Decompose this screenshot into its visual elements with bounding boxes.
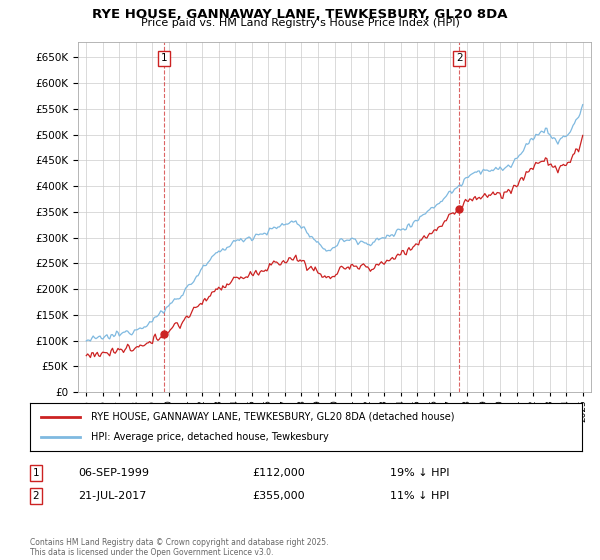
Text: £355,000: £355,000 — [252, 491, 305, 501]
Text: Price paid vs. HM Land Registry's House Price Index (HPI): Price paid vs. HM Land Registry's House … — [140, 18, 460, 29]
Text: £112,000: £112,000 — [252, 468, 305, 478]
Text: 1: 1 — [32, 468, 40, 478]
Text: 1: 1 — [160, 53, 167, 63]
Text: RYE HOUSE, GANNAWAY LANE, TEWKESBURY, GL20 8DA: RYE HOUSE, GANNAWAY LANE, TEWKESBURY, GL… — [92, 8, 508, 21]
Text: 19% ↓ HPI: 19% ↓ HPI — [390, 468, 449, 478]
Text: 06-SEP-1999: 06-SEP-1999 — [78, 468, 149, 478]
Text: 21-JUL-2017: 21-JUL-2017 — [78, 491, 146, 501]
Text: 2: 2 — [456, 53, 463, 63]
Text: 11% ↓ HPI: 11% ↓ HPI — [390, 491, 449, 501]
Text: HPI: Average price, detached house, Tewkesbury: HPI: Average price, detached house, Tewk… — [91, 432, 328, 442]
Text: RYE HOUSE, GANNAWAY LANE, TEWKESBURY, GL20 8DA (detached house): RYE HOUSE, GANNAWAY LANE, TEWKESBURY, GL… — [91, 412, 454, 422]
Text: 2: 2 — [32, 491, 40, 501]
Text: Contains HM Land Registry data © Crown copyright and database right 2025.
This d: Contains HM Land Registry data © Crown c… — [30, 538, 329, 557]
